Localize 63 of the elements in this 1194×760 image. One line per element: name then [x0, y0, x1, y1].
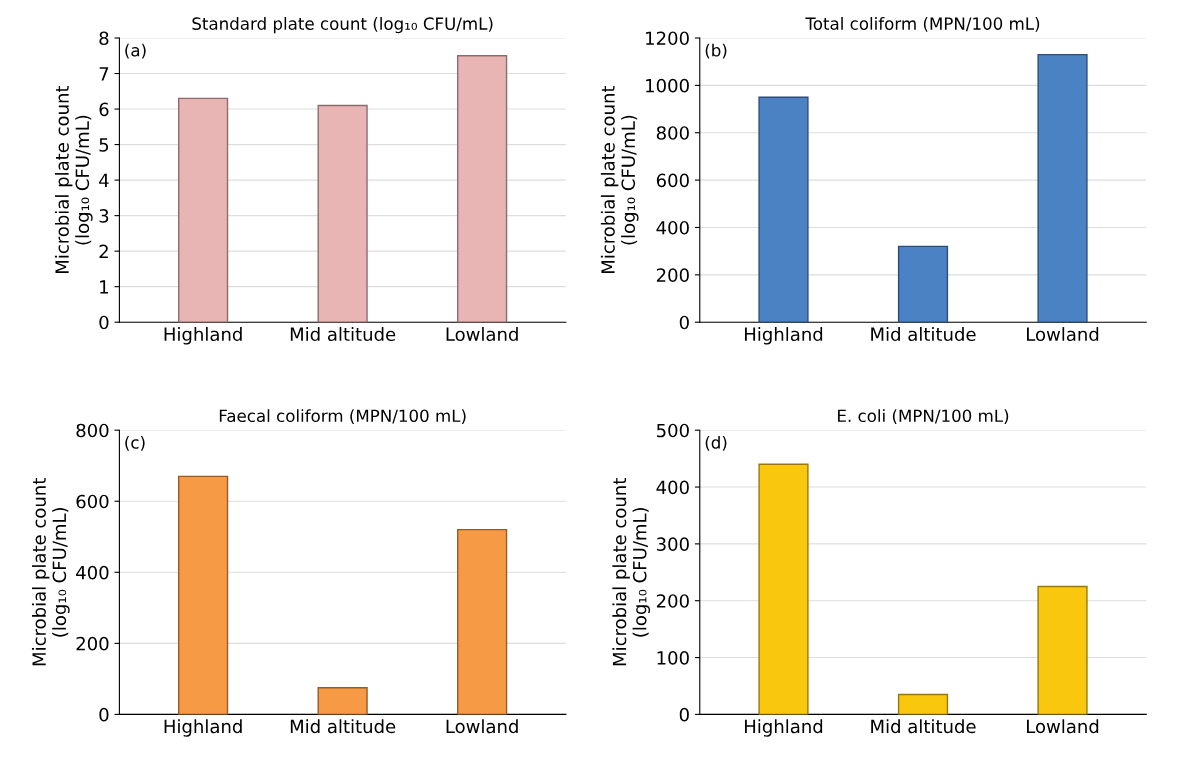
y-axis-title: Microbial plate count (log₁₀ CFU/mL): [31, 478, 70, 666]
y-tick-label: 800: [76, 423, 109, 438]
y-tick-label: 300: [656, 537, 689, 551]
y-tick-label: 0: [99, 315, 109, 330]
x-tick-label: Mid altitude: [290, 719, 396, 734]
y-tick-label: 600: [76, 494, 109, 509]
x-tick-label: Mid altitude: [290, 327, 396, 342]
bar: [897, 245, 949, 323]
x-tick-label: Mid altitude: [871, 327, 976, 342]
bar: [1037, 53, 1088, 323]
chart-title: Faecal coliform (MPN/100 mL): [219, 409, 466, 425]
y-tick-label: 1200: [646, 31, 689, 46]
y-tick-label: 400: [656, 480, 689, 495]
x-tick-label: Lowland: [1027, 719, 1099, 734]
y-tick-label: 7: [99, 67, 109, 81]
y-tick-label: 4: [99, 173, 109, 187]
y-tick-label: 0: [679, 707, 689, 722]
y-axis-title: Microbial plate count (log₁₀ CFU/mL): [600, 85, 639, 273]
y-tick-label: 6: [99, 102, 109, 117]
y-tick-label: 5: [99, 138, 109, 152]
chart-title: E. coli (MPN/100 mL): [838, 409, 1009, 425]
y-tick-label: 400: [656, 220, 689, 235]
x-tick-label: Highland: [164, 719, 242, 737]
y-tick-label: 2: [99, 244, 108, 259]
chart-title: Standard plate count (log₁₀ CFU/mL): [192, 17, 493, 34]
y-tick-label: 8: [99, 31, 109, 46]
bar: [317, 104, 368, 323]
x-tick-label: Lowland: [446, 327, 518, 342]
y-tick-label: 1000: [646, 78, 689, 93]
y-tick-label: 0: [99, 707, 109, 722]
bar: [758, 96, 809, 323]
chart-title: Total coliform (MPN/100 mL): [805, 17, 1040, 32]
annotation: (d): [705, 435, 727, 451]
y-tick-label: 200: [656, 594, 689, 608]
y-tick-label: 400: [76, 565, 109, 580]
annotation: (c): [125, 435, 145, 451]
y-tick-label: 800: [656, 126, 689, 140]
y-tick-label: 3: [99, 209, 109, 223]
y-tick-label: 100: [657, 651, 689, 665]
y-axis-title: Microbial plate count (log₁₀ CFU/mL): [612, 478, 651, 666]
bar: [317, 687, 368, 715]
annotation: (a): [125, 43, 146, 59]
x-tick-label: Highland: [745, 719, 823, 737]
bar: [897, 693, 949, 715]
y-tick-label: 600: [656, 173, 689, 188]
bar: [457, 528, 508, 715]
y-tick-label: 500: [657, 423, 689, 438]
x-tick-label: Highland: [745, 327, 823, 345]
y-axis-title: Microbial plate count (log₁₀ CFU/mL): [54, 85, 93, 273]
bar: [1037, 585, 1088, 715]
x-tick-label: Highland: [164, 327, 242, 345]
bar: [457, 55, 508, 323]
y-tick-label: 200: [76, 636, 109, 651]
x-tick-label: Mid altitude: [871, 719, 976, 734]
y-tick-label: 0: [679, 315, 689, 330]
bar: [758, 463, 809, 715]
bar: [177, 475, 229, 715]
y-tick-label: 200: [656, 268, 689, 282]
y-tick-label: 1: [100, 280, 109, 294]
x-tick-label: Lowland: [446, 719, 518, 734]
annotation: (b): [705, 43, 727, 59]
x-tick-label: Lowland: [1027, 327, 1099, 342]
bar: [177, 97, 229, 323]
